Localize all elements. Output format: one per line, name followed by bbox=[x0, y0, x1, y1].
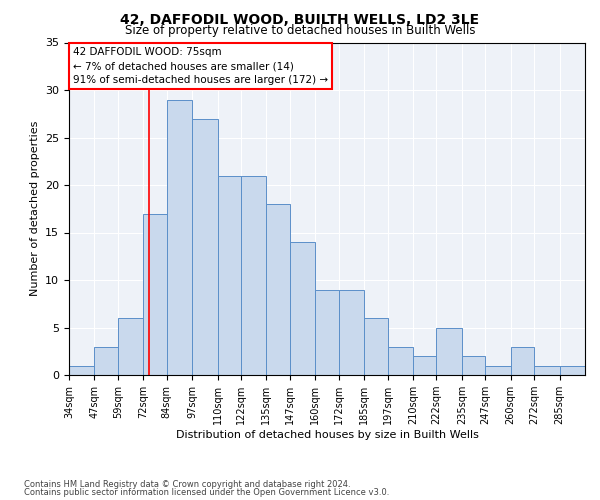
Bar bbox=[560, 366, 585, 375]
Bar bbox=[290, 242, 315, 375]
X-axis label: Distribution of detached houses by size in Builth Wells: Distribution of detached houses by size … bbox=[176, 430, 478, 440]
Bar bbox=[241, 176, 266, 375]
Bar bbox=[485, 366, 511, 375]
Text: 42, DAFFODIL WOOD, BUILTH WELLS, LD2 3LE: 42, DAFFODIL WOOD, BUILTH WELLS, LD2 3LE bbox=[121, 12, 479, 26]
Bar bbox=[388, 346, 413, 375]
Bar bbox=[118, 318, 143, 375]
Bar bbox=[167, 100, 192, 375]
Text: Contains HM Land Registry data © Crown copyright and database right 2024.: Contains HM Land Registry data © Crown c… bbox=[24, 480, 350, 489]
Bar bbox=[315, 290, 339, 375]
Bar bbox=[413, 356, 436, 375]
Bar bbox=[192, 118, 218, 375]
Bar bbox=[69, 366, 94, 375]
Text: Size of property relative to detached houses in Builth Wells: Size of property relative to detached ho… bbox=[125, 24, 475, 37]
Bar bbox=[534, 366, 560, 375]
Bar bbox=[266, 204, 290, 375]
Bar bbox=[218, 176, 241, 375]
Bar bbox=[364, 318, 388, 375]
Bar bbox=[94, 346, 118, 375]
Bar bbox=[436, 328, 462, 375]
Bar bbox=[143, 214, 167, 375]
Bar bbox=[462, 356, 485, 375]
Text: Contains public sector information licensed under the Open Government Licence v3: Contains public sector information licen… bbox=[24, 488, 389, 497]
Text: 42 DAFFODIL WOOD: 75sqm
← 7% of detached houses are smaller (14)
91% of semi-det: 42 DAFFODIL WOOD: 75sqm ← 7% of detached… bbox=[73, 48, 328, 85]
Y-axis label: Number of detached properties: Number of detached properties bbox=[29, 121, 40, 296]
Bar bbox=[511, 346, 534, 375]
Bar bbox=[339, 290, 364, 375]
